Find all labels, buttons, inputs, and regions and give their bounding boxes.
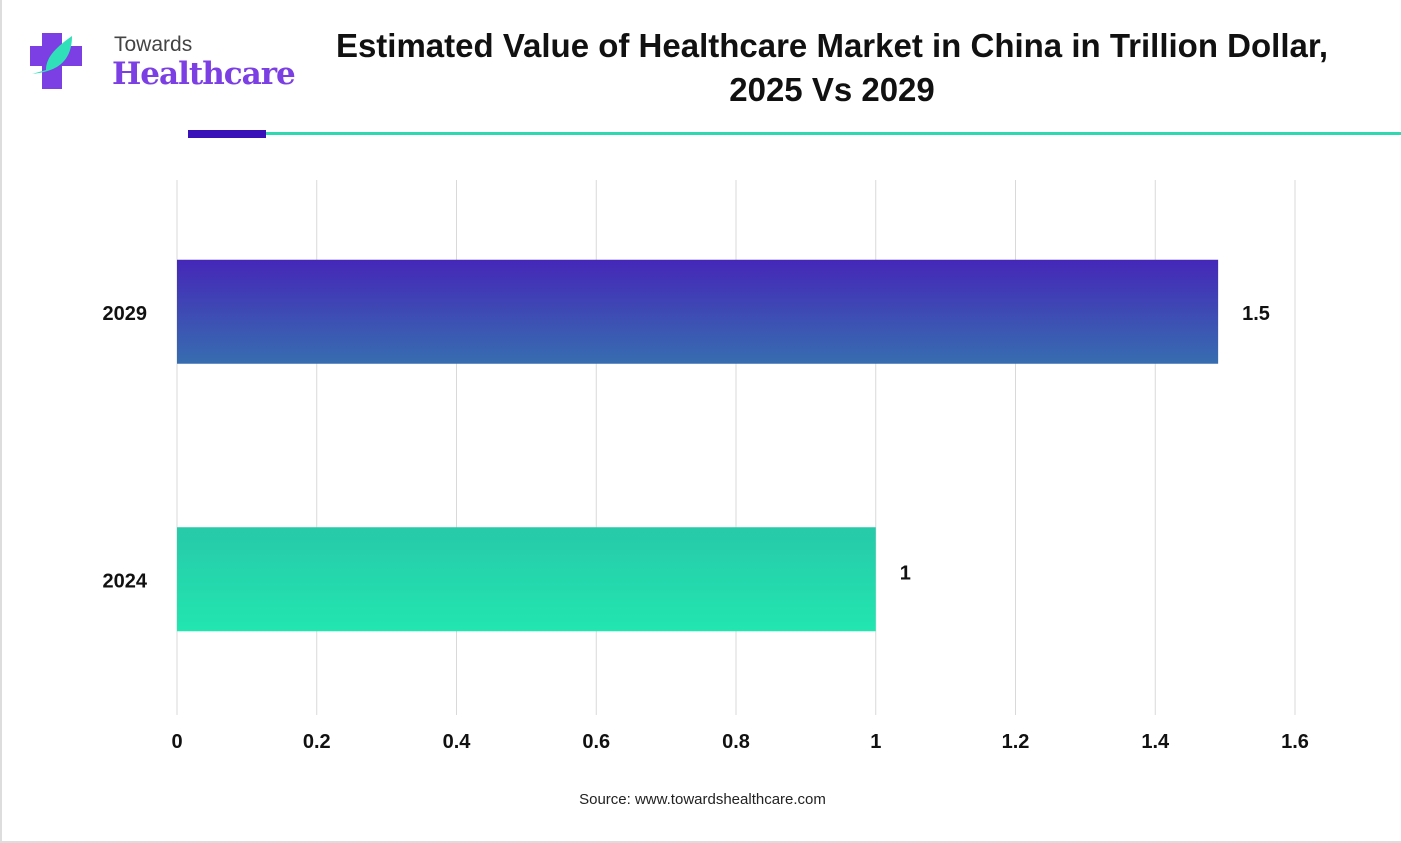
x-tick-label: 1.4	[1141, 731, 1170, 753]
x-tick-label: 1.2	[1002, 731, 1030, 753]
x-tick-label: 0	[171, 731, 182, 753]
title-underline-accent	[188, 130, 266, 138]
y-category-label: 2029	[103, 303, 148, 325]
x-tick-label: 1	[870, 731, 881, 753]
x-tick-label: 0.8	[722, 731, 750, 753]
bar-2024	[177, 527, 876, 632]
x-tick-label: 0.4	[443, 731, 472, 753]
source-note: Source: www.towardshealthcare.com	[579, 791, 826, 808]
logo-text-towards: Towards	[114, 33, 193, 56]
title-underline	[266, 132, 1401, 135]
logo-text-healthcare: Healthcare	[112, 56, 296, 92]
data-label: 1.5	[1242, 303, 1270, 325]
data-label: 1	[900, 562, 911, 584]
x-tick-label: 0.2	[303, 731, 331, 753]
bar-2029	[177, 259, 1219, 364]
logo: Towards Healthcare	[28, 30, 296, 100]
x-tick-label: 1.6	[1281, 731, 1309, 753]
y-category-label: 2024	[103, 570, 148, 592]
chart-title: Estimated Value of Healthcare Market in …	[335, 27, 1329, 108]
x-tick-label: 0.6	[582, 731, 610, 753]
logo-cross-leaf-icon	[30, 33, 82, 89]
